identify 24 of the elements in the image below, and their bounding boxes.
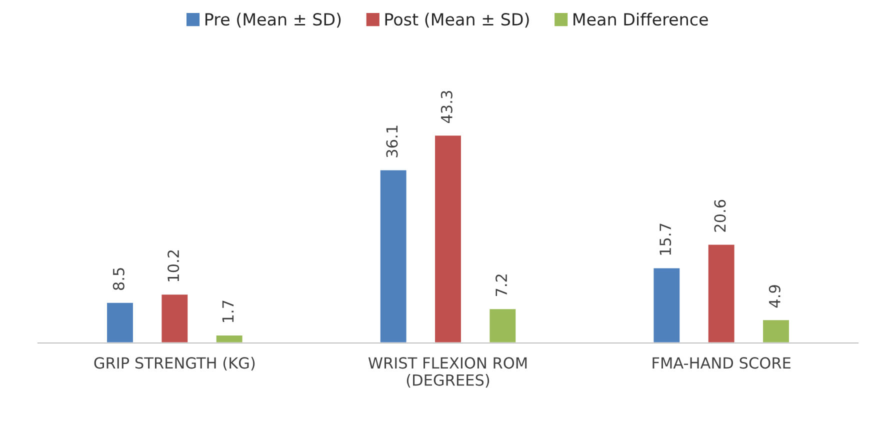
x-tick-label: FMA-HAND SCORE — [652, 357, 790, 369]
bar — [652, 266, 682, 343]
data-label: 10.2 — [168, 250, 180, 282]
bar — [488, 308, 518, 343]
bar — [706, 243, 736, 343]
legend-label: Mean Difference — [574, 12, 708, 26]
data-label: 8.5 — [112, 268, 124, 290]
bar — [378, 168, 408, 343]
data-label: 20.6 — [714, 200, 726, 232]
data-label: 43.3 — [440, 91, 452, 124]
x-tick-label: WRIST FLEXION ROM (DEGREES) — [368, 357, 527, 388]
legend-label: Post (Mean ± SD) — [385, 12, 529, 28]
legend-label: Pre (Mean ± SD) — [206, 12, 341, 28]
data-label: 15.7 — [660, 224, 672, 255]
bar — [762, 318, 790, 343]
data-label: 7.2 — [496, 274, 507, 296]
data-label: 36.1 — [386, 126, 398, 158]
data-label: 1.7 — [222, 300, 234, 322]
bar — [434, 134, 462, 343]
bar — [160, 293, 190, 343]
bar — [106, 301, 134, 343]
x-tick-label: GRIP STRENGTH (KG) — [94, 356, 255, 371]
data-label: 4.9 — [768, 285, 780, 308]
bar — [214, 334, 244, 343]
